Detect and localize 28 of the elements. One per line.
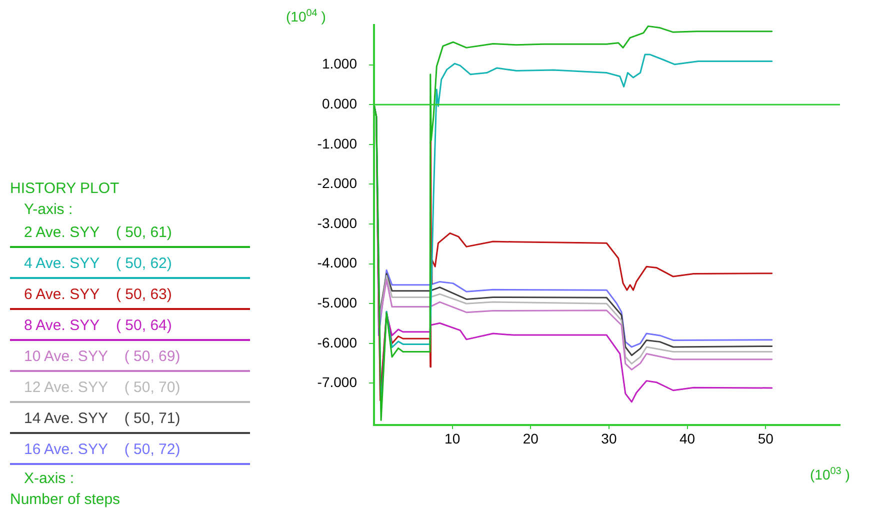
x-tick-label: 10	[444, 430, 460, 446]
text: 4 Ave. SYY ( 50, 62)	[10, 251, 250, 279]
y-tick-label: -2.000	[317, 175, 358, 192]
text: 14 Ave. SYY ( 50, 71)	[10, 406, 250, 434]
text: 2 Ave. SYY ( 50, 61)	[10, 220, 250, 248]
text: 10 Ave. SYY ( 50, 69)	[10, 344, 250, 372]
y-tick-label: 0.000	[322, 95, 358, 112]
x-tick-label: 20	[522, 430, 539, 446]
text: Number of steps	[10, 490, 122, 508]
text: (10$^{03}$ )	[810, 466, 850, 483]
text: 8 Ave. SYY ( 50, 64)	[10, 313, 250, 341]
text: X-axis :	[23, 469, 76, 489]
x-tick-label: 30	[601, 430, 617, 446]
y-tick-label: -6.000	[317, 334, 358, 350]
text: Y-axis :	[23, 200, 74, 220]
y-tick-label: -5.000	[317, 294, 358, 310]
y-tick-label: -7.000	[317, 374, 358, 390]
text: 12 Ave. SYY ( 50, 70)	[10, 375, 250, 403]
y-tick-label: -3.000	[317, 214, 358, 231]
text: 16 Ave. SYY ( 50, 72)	[10, 437, 250, 465]
y-axis-title: (10$^{04}$ )	[286, 8, 326, 25]
x-tick-label: 40	[679, 430, 696, 446]
x-tick-label: 50	[758, 430, 774, 446]
text: 6 Ave. SYY ( 50, 63)	[10, 282, 250, 310]
y-tick-label: 1.000	[322, 56, 358, 72]
y-tick-label: -1.000	[317, 135, 358, 152]
text: HISTORY PLOT	[10, 179, 120, 199]
y-tick-label: -4.000	[317, 254, 358, 271]
